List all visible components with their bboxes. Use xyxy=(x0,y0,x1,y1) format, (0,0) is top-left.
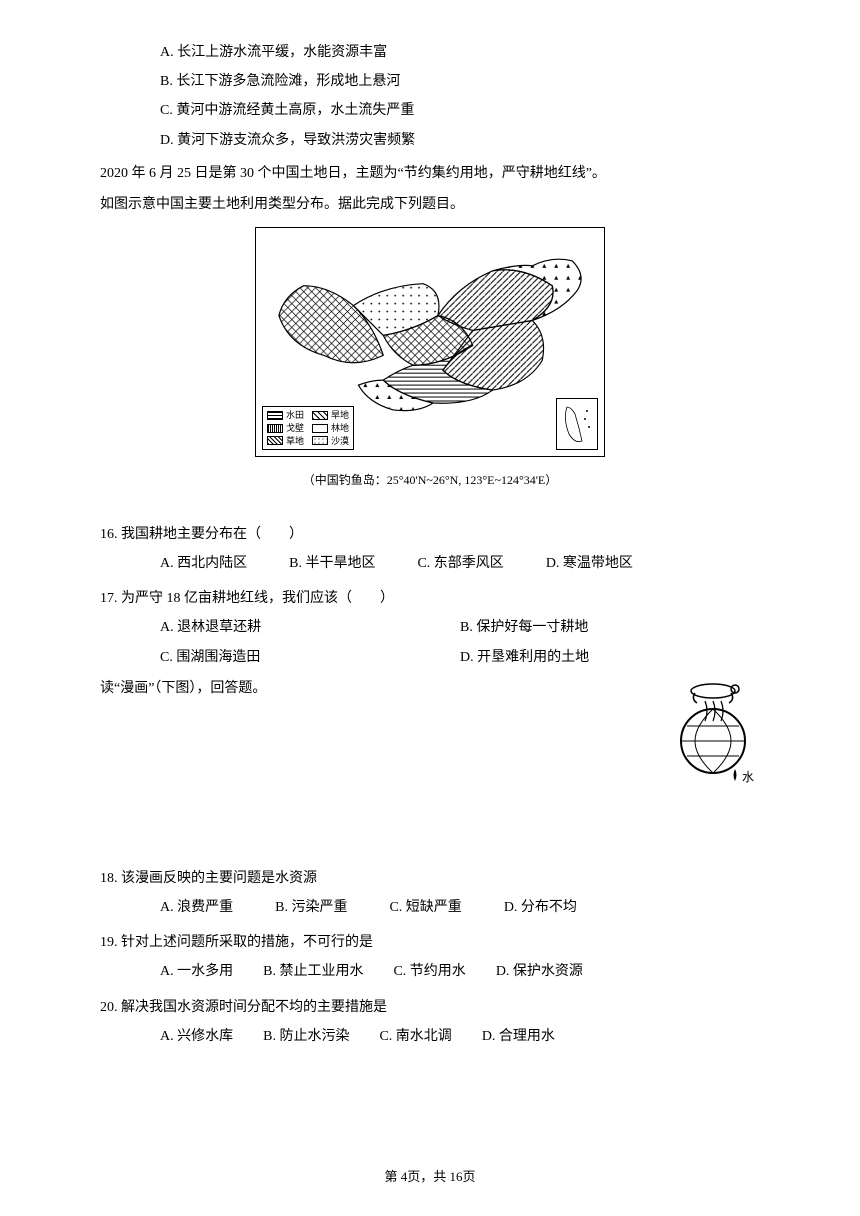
legend-label: 林地 xyxy=(331,422,349,435)
option-a: A. 长江上游水流平缓，水能资源丰富 xyxy=(160,40,760,65)
question-19-stem: 19. 针对上述问题所采取的措施，不可行的是 xyxy=(100,930,760,955)
question-20-stem: 20. 解决我国水资源时间分配不均的主要措施是 xyxy=(100,995,760,1020)
q16-option-a: A. 西北内陆区 xyxy=(160,551,247,576)
q17-option-a: A. 退林退草还耕 xyxy=(160,615,460,640)
legend-label: 草地 xyxy=(286,435,304,448)
passage-2: 读“漫画”（下图），回答题。 xyxy=(100,676,760,701)
legend-label: 水田 xyxy=(286,409,304,422)
q16-option-c: C. 东部季风区 xyxy=(417,551,503,576)
legend-label: 戈壁 xyxy=(286,422,304,435)
legend-label: 沙漠 xyxy=(331,435,349,448)
question-18-stem: 18. 该漫画反映的主要问题是水资源 xyxy=(100,866,760,891)
q18-option-a: A. 浪费严重 xyxy=(160,895,233,920)
q16-option-b: B. 半干旱地区 xyxy=(289,551,375,576)
option-b: B. 长江下游多急流险滩，形成地上悬河 xyxy=(160,69,760,94)
q20-option-b: B. 防止水污染 xyxy=(263,1024,349,1049)
q20-option-a: A. 兴修水库 xyxy=(160,1024,233,1049)
cartoon-label: 水 xyxy=(742,770,754,784)
q20-option-c: C. 南水北调 xyxy=(379,1024,451,1049)
china-map: 水田 旱地 戈壁 林地 草地 沙漠 xyxy=(255,227,605,457)
q16-option-d: D. 寒温带地区 xyxy=(546,551,633,576)
legend-label: 旱地 xyxy=(331,409,349,422)
page-number: 第 4页，共 16页 xyxy=(0,1165,860,1188)
q17-option-b: B. 保护好每一寸耕地 xyxy=(460,615,760,640)
cartoon-figure: 水 xyxy=(665,681,760,786)
passage-line-1: 2020 年 6 月 25 日是第 30 个中国土地日，主题为“节约集约用地，严… xyxy=(100,161,760,186)
question-17-stem: 17. 为严守 18 亿亩耕地红线，我们应该（ ） xyxy=(100,586,760,611)
map-legend: 水田 旱地 戈壁 林地 草地 沙漠 xyxy=(262,406,354,450)
map-inset xyxy=(556,398,598,450)
q19-option-a: A. 一水多用 xyxy=(160,959,233,984)
q18-option-b: B. 污染严重 xyxy=(275,895,347,920)
q20-option-d: D. 合理用水 xyxy=(482,1024,555,1049)
passage-line-2: 如图示意中国主要土地利用类型分布。据此完成下列题目。 xyxy=(100,192,760,217)
q19-option-d: D. 保护水资源 xyxy=(496,959,583,984)
q18-option-c: C. 短缺严重 xyxy=(389,895,461,920)
cartoon-svg: 水 xyxy=(665,681,760,786)
china-map-svg xyxy=(264,236,596,419)
option-d: D. 黄河下游支流众多，导致洪涝灾害频繁 xyxy=(160,128,760,153)
q17-option-d: D. 开垦难利用的土地 xyxy=(460,645,760,670)
map-caption: （中国钓鱼岛：25°40'N~26°N, 123°E~124°34'E） xyxy=(100,470,760,492)
map-figure: 水田 旱地 戈壁 林地 草地 沙漠 （中国钓鱼岛：25°40'N~26°N, 1… xyxy=(100,227,760,492)
q18-option-d: D. 分布不均 xyxy=(504,895,577,920)
q17-option-c: C. 围湖围海造田 xyxy=(160,645,460,670)
q19-option-b: B. 禁止工业用水 xyxy=(263,959,363,984)
q19-option-c: C. 节约用水 xyxy=(393,959,465,984)
option-c: C. 黄河中游流经黄土高原，水土流失严重 xyxy=(160,98,760,123)
question-16-stem: 16. 我国耕地主要分布在（ ） xyxy=(100,522,760,547)
